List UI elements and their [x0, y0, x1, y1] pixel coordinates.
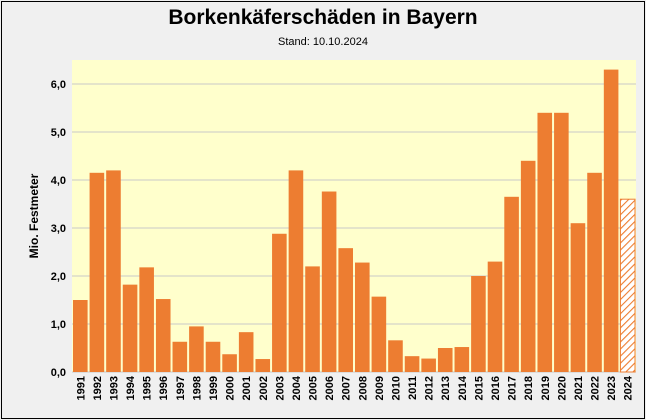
x-tick-label: 2002 [258, 376, 270, 400]
bar-2018 [520, 160, 536, 372]
x-tick-label: 2010 [390, 376, 402, 400]
bar-2009 [371, 296, 387, 372]
bar-2023 [603, 69, 619, 372]
bar-2006 [321, 191, 337, 372]
bar-1995 [139, 267, 154, 372]
bar-1992 [89, 172, 105, 372]
bar-1996 [155, 299, 171, 372]
bar-2011 [404, 356, 420, 372]
x-tick-label: 1996 [158, 376, 170, 400]
x-tick-label: 2005 [308, 376, 320, 400]
chart-title: Borkenkäferschäden in Bayern [168, 6, 478, 29]
bar-2007 [338, 248, 353, 372]
bar-2014 [454, 347, 470, 372]
y-tick-label: 5,0 [51, 127, 66, 139]
bar-2005 [305, 266, 320, 372]
x-tick-label: 2008 [357, 376, 369, 400]
bar-1998 [189, 326, 204, 372]
bar-2020 [554, 112, 569, 373]
x-tick-label: 2001 [241, 376, 253, 400]
y-tick-label: 3,0 [51, 223, 66, 235]
bar-1994 [122, 284, 138, 372]
bar-2022 [587, 172, 602, 372]
x-tick-label: 2019 [540, 376, 552, 400]
x-tick-label: 1995 [142, 376, 154, 400]
bar-2012 [421, 358, 436, 372]
bar-2024 [619, 198, 636, 373]
bar-2004 [288, 170, 304, 372]
x-tick-label: 2000 [225, 376, 237, 400]
y-axis-ticks: 0,0 1,0 2,0 3,0 4,0 5,0 6,0 [51, 79, 66, 379]
x-tick-label: 1994 [125, 375, 137, 400]
x-tick-label: 1998 [191, 376, 203, 400]
x-tick-label: 1997 [175, 376, 187, 400]
x-tick-label: 2006 [324, 376, 336, 400]
x-tick-label: 2007 [341, 376, 353, 400]
x-tick-label: 2004 [291, 375, 303, 400]
y-tick-label: 4,0 [51, 175, 66, 187]
x-tick-label: 2021 [573, 376, 585, 400]
y-tick-label: 0,0 [51, 367, 66, 379]
bar-2015 [471, 276, 486, 372]
bars [73, 69, 636, 373]
x-tick-label: 2011 [407, 376, 419, 400]
bar-2016 [487, 261, 503, 372]
x-tick-label: 2003 [274, 376, 286, 400]
x-tick-label: 2023 [606, 376, 618, 400]
bar-1999 [205, 341, 221, 372]
bar-2008 [355, 262, 370, 372]
bar-1991 [73, 300, 88, 372]
x-axis-ticks: 1991 1992 1993 1994 1995 1996 1997 1998 1999 2000… [75, 375, 634, 400]
x-tick-label: 2016 [490, 376, 502, 400]
y-tick-label: 2,0 [51, 271, 66, 283]
x-tick-label: 1993 [108, 376, 120, 400]
bar-1997 [172, 341, 188, 372]
bar-2019 [537, 112, 553, 373]
x-tick-label: 2013 [440, 376, 452, 400]
x-tick-label: 2012 [424, 376, 436, 400]
y-tick-label: 1,0 [51, 319, 66, 331]
x-tick-label: 1999 [208, 376, 220, 400]
bar-1993 [106, 170, 121, 372]
x-tick-label: 2020 [556, 376, 568, 400]
bar-2002 [255, 359, 271, 372]
bar-2001 [238, 332, 254, 372]
x-tick-label: 2009 [374, 376, 386, 400]
x-tick-label: 2022 [590, 376, 602, 400]
x-tick-label: 2018 [523, 376, 535, 400]
y-tick-label: 6,0 [51, 79, 66, 91]
bar-2013 [437, 348, 453, 372]
x-tick-label: 2014 [457, 375, 469, 400]
x-tick-label: 1991 [75, 376, 87, 400]
y-axis-label: Mio. Festmeter [27, 173, 41, 258]
bar-2003 [272, 233, 287, 372]
x-tick-label: 2015 [473, 376, 485, 400]
bar-2021 [570, 223, 586, 372]
x-tick-label: 1992 [92, 376, 104, 400]
chart-subtitle: Stand: 10.10.2024 [278, 36, 368, 48]
x-tick-label: 2017 [507, 376, 519, 400]
bar-2010 [388, 340, 403, 372]
bar-2017 [504, 196, 519, 372]
x-tick-label: 2024 [623, 375, 635, 400]
bar-2000 [222, 354, 237, 372]
